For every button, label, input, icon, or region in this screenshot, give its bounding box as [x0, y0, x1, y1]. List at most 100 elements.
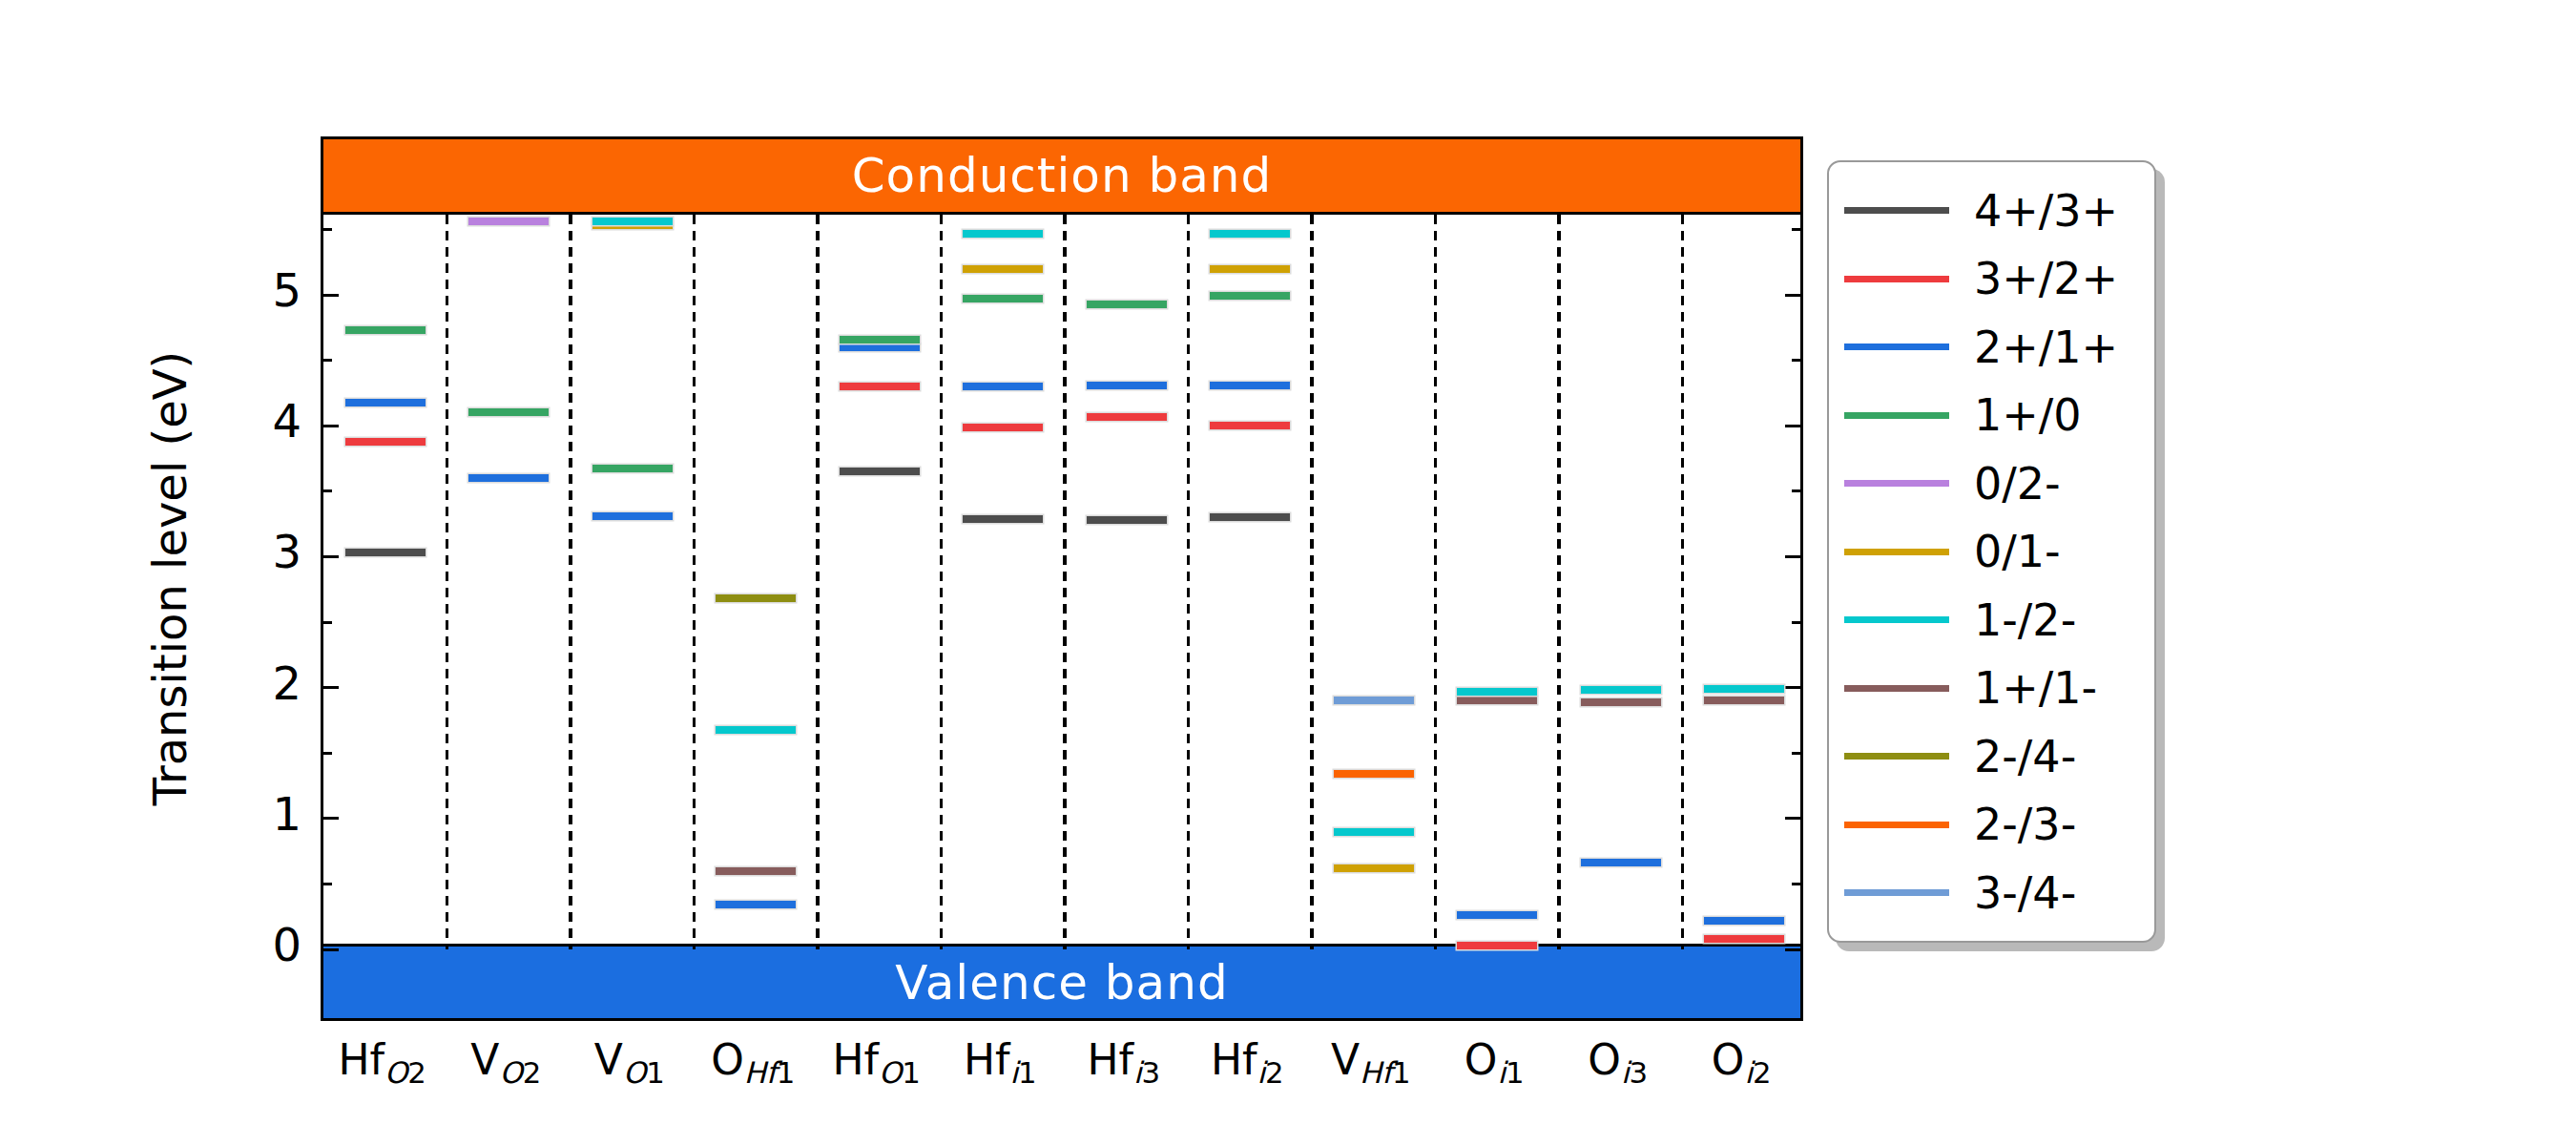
y-tick-label: 4 [235, 398, 301, 444]
x-category-label-Hfi2: Hfi2 [1211, 1035, 1284, 1090]
column-separator [940, 215, 944, 949]
y-tick-major [323, 817, 339, 820]
legend-item-0/2-: 0/2- [1829, 458, 2154, 510]
y-tick-major [323, 294, 339, 297]
level-line-HfO1-1+/0 [840, 336, 920, 344]
legend-swatch [1844, 822, 1949, 828]
y-tick-minor [1792, 752, 1800, 755]
level-line-Oi3-1-/2- [1581, 686, 1661, 694]
y-tick-minor [323, 752, 332, 755]
level-line-HfO2-4+/3+ [345, 549, 426, 556]
y-tick-major [1785, 817, 1800, 820]
y-tick-label: 0 [235, 922, 301, 968]
level-line-Oi2-3+/2+ [1704, 935, 1784, 943]
legend-swatch [1844, 753, 1949, 760]
level-line-Oi2-1+/1- [1704, 697, 1784, 704]
column-separator [446, 215, 449, 949]
y-tick-major [1785, 948, 1800, 951]
level-line-VO1-2+/1+ [592, 512, 673, 520]
legend-item-2-/4-: 2-/4- [1829, 731, 2154, 782]
column-separator [1187, 215, 1191, 949]
level-line-VO1-1+/0 [592, 465, 673, 472]
level-line-HfO2-3+/2+ [345, 438, 426, 446]
legend-swatch [1844, 480, 1949, 487]
level-line-Oi2-1-/2- [1704, 685, 1784, 693]
legend-swatch [1844, 616, 1949, 623]
y-tick-minor [1792, 489, 1800, 492]
valence-band-label: Valence band [895, 955, 1228, 1010]
level-line-Hfi1-0/1- [963, 265, 1043, 273]
level-line-Oi1-3+/2+ [1457, 942, 1537, 949]
column-separator [693, 215, 696, 949]
level-line-VO2-2+/1+ [468, 474, 549, 482]
legend-item-0/1-: 0/1- [1829, 526, 2154, 577]
legend-item-4+/3+: 4+/3+ [1829, 185, 2154, 237]
valence-band: Valence band [323, 944, 1800, 1018]
x-category-label-Oi3: Oi3 [1588, 1035, 1648, 1090]
level-line-Hfi2-3+/2+ [1210, 422, 1290, 429]
y-tick-major [1785, 425, 1800, 427]
legend-swatch [1844, 549, 1949, 555]
level-line-OHf1-2-/4- [716, 594, 796, 602]
x-category-label-VHf1: VHf1 [1331, 1035, 1411, 1090]
level-line-HfO2-2+/1+ [345, 399, 426, 406]
legend: 4+/3+ 3+/2+ 2+/1+ 1+/0 0/2- 0/1- 1-/2- 1+/1- 2-/… [1827, 160, 2156, 943]
level-line-Oi1-1-/2- [1457, 688, 1537, 696]
level-line-Hfi2-1-/2- [1210, 230, 1290, 238]
column-separator [816, 215, 820, 949]
legend-label: 2+/1+ [1974, 322, 2118, 373]
level-line-Hfi2-1+/0 [1210, 292, 1290, 300]
level-line-Oi1-1+/1- [1457, 697, 1537, 704]
legend-item-1+/0: 1+/0 [1829, 389, 2154, 441]
y-tick-minor [1792, 228, 1800, 231]
legend-item-3+/2+: 3+/2+ [1829, 253, 2154, 304]
legend-item-1+/1-: 1+/1- [1829, 662, 2154, 714]
legend-item-1-/2-: 1-/2- [1829, 594, 2154, 646]
level-line-Hfi3-4+/3+ [1087, 516, 1167, 524]
plot-area: Conduction band Valence band [321, 136, 1803, 1021]
legend-label: 1+/0 [1974, 389, 2082, 441]
y-tick-major [323, 686, 339, 689]
level-line-VHf1-1-/2- [1334, 828, 1414, 836]
column-separator [569, 215, 572, 949]
x-category-label-Hfi3: Hfi3 [1087, 1035, 1160, 1090]
level-line-Hfi1-1+/0 [963, 295, 1043, 302]
x-category-label-Hfi1: Hfi1 [964, 1035, 1037, 1090]
y-tick-minor [323, 621, 332, 624]
conduction-band: Conduction band [323, 139, 1800, 215]
y-tick-major [323, 948, 339, 951]
legend-label: 0/2- [1974, 458, 2061, 510]
legend-label: 1+/1- [1974, 662, 2097, 714]
y-tick-major [1785, 555, 1800, 558]
level-line-VO2-0/2- [468, 218, 549, 225]
level-line-Hfi1-4+/3+ [963, 515, 1043, 523]
level-line-OHf1-1+/1- [716, 867, 796, 875]
level-line-VHf1-2-/3- [1334, 770, 1414, 778]
legend-label: 1-/2- [1974, 594, 2076, 646]
level-line-OHf1-1-/2- [716, 726, 796, 734]
level-line-OHf1-2+/1+ [716, 901, 796, 908]
level-line-HfO1-2+/1+ [840, 344, 920, 351]
y-tick-minor [323, 883, 332, 885]
x-category-label-OHf1: OHf1 [711, 1035, 795, 1090]
legend-swatch [1844, 344, 1949, 350]
level-line-Hfi2-0/1- [1210, 265, 1290, 273]
level-line-Hfi3-1+/0 [1087, 301, 1167, 308]
level-line-Hfi1-2+/1+ [963, 383, 1043, 390]
legend-item-2+/1+: 2+/1+ [1829, 322, 2154, 373]
level-line-VO2-1+/0 [468, 408, 549, 416]
legend-swatch [1844, 207, 1949, 214]
figure-canvas: Transition level (eV) Conduction band Va… [0, 0, 2576, 1145]
legend-item-3-/4-: 3-/4- [1829, 867, 2154, 919]
x-category-label-Oi1: Oi1 [1465, 1035, 1525, 1090]
y-tick-label: 2 [235, 660, 301, 706]
column-separator [1557, 215, 1561, 949]
column-separator [1434, 215, 1438, 949]
y-tick-label: 1 [235, 791, 301, 837]
legend-label: 0/1- [1974, 526, 2061, 577]
y-tick-major [323, 425, 339, 427]
legend-swatch [1844, 276, 1949, 282]
y-axis-title: Transition level (eV) [143, 351, 197, 806]
x-category-label-HfO1: HfO1 [833, 1035, 921, 1090]
y-tick-label: 3 [235, 529, 301, 574]
